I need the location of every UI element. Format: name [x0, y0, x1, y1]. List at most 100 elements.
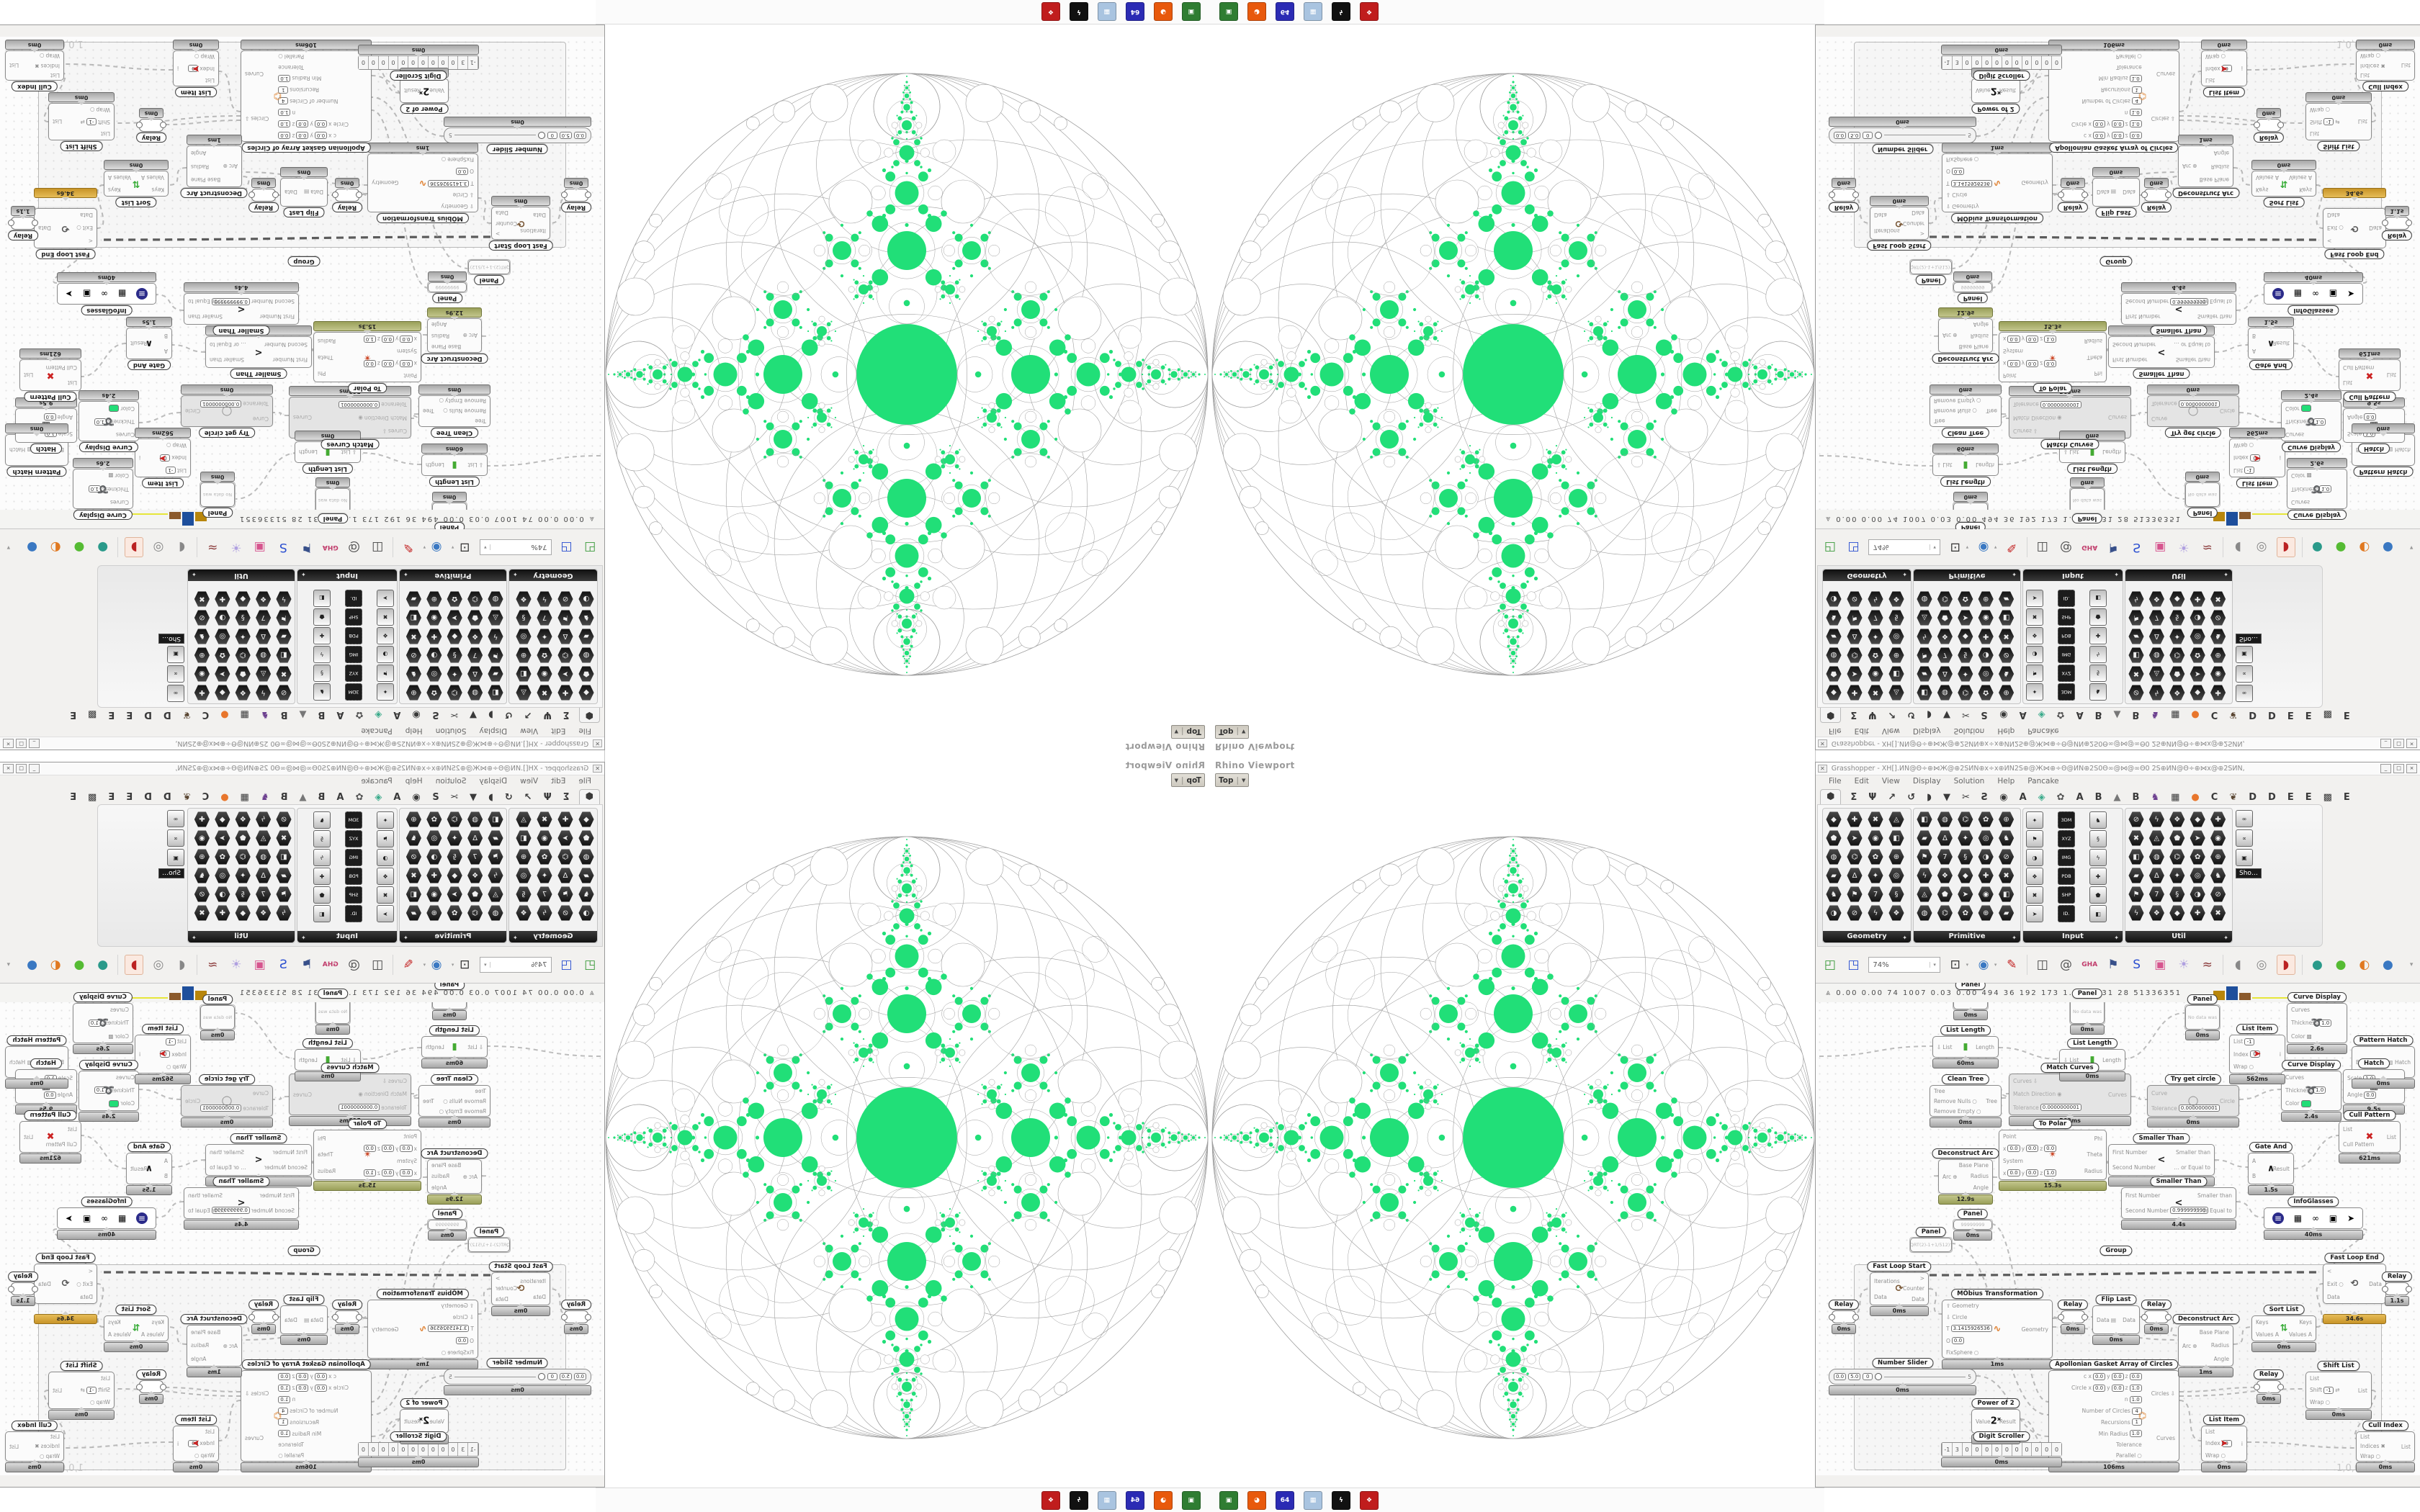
component-tab-23[interactable]: D: [2268, 709, 2276, 720]
node-infoglasses[interactable]: InfoGlasses ≡ ▦ ∞ ▣ ➤ 40ms: [57, 272, 156, 315]
palette-icon[interactable]: ✚: [313, 627, 331, 644]
node-deconstruct-arc[interactable]: Deconstruct Arc Arc ⊕ Base Plane Radius Angle…: [2172, 1314, 2239, 1377]
popup-goggles-icon[interactable]: ▣: [2236, 646, 2253, 663]
digit-cell[interactable]: 3: [458, 56, 469, 69]
palette-icon[interactable]: ⊕: [516, 647, 532, 663]
close-button[interactable]: ×: [2406, 739, 2417, 748]
component-tab-25[interactable]: E: [108, 792, 115, 803]
palette-icon[interactable]: ⊕: [194, 647, 210, 663]
value-box[interactable]: 1.0: [278, 120, 291, 128]
palette-icon[interactable]: 7: [1937, 647, 1953, 663]
palette-icon[interactable]: ▰: [276, 629, 292, 644]
value-box[interactable]: -1: [86, 118, 97, 126]
chevron-down-icon[interactable]: ▾: [1966, 962, 1969, 968]
node-list-item[interactable]: List Item List Index 0 Wrap ○ i ➤ 0ms: [173, 40, 219, 97]
menu-help[interactable]: Help: [1997, 776, 2015, 786]
node-list-item[interactable]: List Item List -1 Index 0 Wrap ○ i ➤ 562ms: [2229, 1024, 2285, 1084]
palette-icon[interactable]: 3DM: [345, 683, 362, 701]
palette-icon[interactable]: ✖: [1999, 629, 2015, 644]
chevron-down-icon[interactable]: ▾: [423, 962, 426, 968]
node-panel[interactable]: Panel(SQRT(2)-1+1/512)^1: [1909, 259, 1953, 285]
node-relay[interactable]: Relay 0ms: [2057, 178, 2089, 212]
menu-edit[interactable]: Edit: [1854, 776, 1869, 786]
palette-icon[interactable]: ◬: [256, 666, 272, 682]
palette-panel-label[interactable]: Util ✦: [188, 931, 295, 942]
value-box[interactable]: 1.0: [2129, 1384, 2142, 1392]
palette-icon[interactable]: ⌬: [1847, 647, 1863, 663]
palette-icon[interactable]: ♞: [578, 886, 594, 902]
component-tab-27[interactable]: E: [70, 792, 77, 803]
palette-panel-label[interactable]: Input ✦: [297, 931, 397, 942]
more-arrow-icon[interactable]: ▾: [2409, 544, 2414, 551]
node-m-bius-transformation[interactable]: MÖbius Transformation ⇧ Geometry ⇩ Circle T 3.…: [367, 1289, 478, 1369]
palette-icon[interactable]: ⌬: [1937, 591, 1953, 607]
component-tab-25[interactable]: E: [2305, 709, 2312, 720]
node-smaller-than[interactable]: Smaller Than First Number Second Number 0.9…: [2121, 1176, 2236, 1230]
node-cull-pattern[interactable]: Cull Pattern List Cull Pattern List ✖ 621ms: [2339, 1110, 2401, 1164]
value-box[interactable]: 0.0: [296, 1372, 309, 1380]
palette-icon[interactable]: ⚑: [377, 830, 394, 847]
sphere-teal-icon[interactable]: ●: [2311, 540, 2323, 554]
node-number-slider[interactable]: Number Slider 0.0 5.0 0 5 0ms: [444, 117, 591, 154]
palette-icon[interactable]: ⚑: [2128, 610, 2144, 626]
palette-icon[interactable]: ϟ: [313, 849, 331, 866]
value-box[interactable]: 0.0000000001: [2178, 400, 2220, 408]
component-tab-4[interactable]: ↺: [504, 709, 513, 720]
node-infoglasses[interactable]: InfoGlasses ≡ ▦ ∞ ▣ ➤ 40ms: [2264, 272, 2363, 315]
palette-icon[interactable]: ⊕: [2210, 647, 2226, 663]
node-deconstruct-arc[interactable]: Deconstruct Arc Arc ⊕ Base Plane Radius Angle…: [1932, 307, 1999, 364]
palette-icon[interactable]: ⬟: [467, 886, 483, 902]
palette-icon[interactable]: ➤: [447, 610, 462, 626]
finder-icon[interactable]: S: [2133, 958, 2141, 972]
node-fast-loop-end[interactable]: Fast Loop End < Exit ○ Data Data ⟲ 34.6s: [2323, 188, 2386, 259]
palette-icon[interactable]: ✿: [1958, 591, 1973, 607]
menu-solution[interactable]: Solution: [1953, 726, 1985, 736]
palette-icon[interactable]: ◧: [1917, 685, 1932, 701]
palette-icon[interactable]: ◧: [516, 830, 532, 846]
palette-icon[interactable]: ⊕: [1999, 685, 2015, 701]
gh-canvas[interactable]: 1,0,0007 Panel2799320msList Length⇩ListL…: [0, 983, 604, 1475]
firefox-icon[interactable]: ◕: [1154, 1491, 1173, 1510]
component-tab-21[interactable]: ❦: [182, 792, 191, 803]
palette-icon[interactable]: ⊘: [405, 647, 421, 663]
component-tab-7[interactable]: ✂: [1961, 792, 1970, 803]
palette-icon[interactable]: ✚: [194, 811, 210, 827]
node-to-polar[interactable]: To Polar Point x 0.0 y 0.0 z 0.0 System x 0.0 y 0.0 z…: [313, 1119, 421, 1191]
palette-icon[interactable]: ID.: [345, 590, 362, 607]
digit-cell[interactable]: 0: [398, 1443, 409, 1456]
palette-panel-label[interactable]: Util ✦: [2125, 570, 2232, 581]
node-relay[interactable]: Relay 0ms: [2141, 178, 2172, 212]
canvas-zoom-select[interactable]: 74% ▾: [1868, 957, 1940, 973]
digit-cell[interactable]: 0: [2041, 56, 2052, 69]
digit-cell[interactable]: 0: [1991, 1443, 2002, 1456]
palette-icon[interactable]: ✖: [537, 685, 552, 701]
node-smaller-than[interactable]: Smaller Than First Number Second Number 0.9…: [184, 282, 299, 336]
palette-icon[interactable]: ◉: [2210, 830, 2226, 846]
palette-icon[interactable]: ♞: [2210, 629, 2226, 644]
component-tab-9[interactable]: ◉: [1999, 792, 2008, 803]
palette-icon[interactable]: SHP: [345, 886, 362, 904]
value-box[interactable]: 0.0: [296, 120, 309, 128]
value-box[interactable]: -1: [2244, 467, 2255, 474]
palette-icon[interactable]: ♞: [1826, 610, 1842, 626]
component-tab-24[interactable]: E: [2287, 792, 2294, 803]
node-fast-loop-start[interactable]: Fast Loop Start Iterations Data > Counter Dat…: [1867, 196, 1932, 251]
palette-icon[interactable]: ⊕: [405, 685, 421, 701]
sphere-blue-icon[interactable]: ●: [27, 540, 37, 554]
palette-icon[interactable]: ⚑: [276, 886, 292, 902]
node-smaller-than[interactable]: Smaller Than First Number Second Number Sma…: [205, 325, 312, 379]
palette-icon[interactable]: ◬: [256, 830, 272, 846]
palette-icon[interactable]: ◍: [256, 647, 272, 663]
node-smaller-than[interactable]: Smaller Than First Number Second Number 0.9…: [184, 1176, 299, 1230]
palette-icon[interactable]: ♞: [2210, 868, 2226, 883]
slider-value[interactable]: 0.0: [1834, 132, 1847, 139]
palette-icon[interactable]: ✿: [426, 811, 442, 827]
node-cull-pattern[interactable]: Cull Pattern List Cull Pattern List ✖ 621ms: [19, 348, 81, 402]
node-list-length[interactable]: List Length ⇩ List Length ▮ 60ms: [421, 444, 488, 487]
minimize-button[interactable]: _: [2380, 739, 2391, 748]
palette-icon[interactable]: ➤: [2190, 666, 2205, 682]
palette-icon[interactable]: ✚: [2210, 685, 2226, 701]
palette-icon[interactable]: ♞: [313, 683, 331, 701]
component-tab-9[interactable]: ◉: [412, 709, 421, 720]
menu-display[interactable]: Display: [1912, 776, 1941, 786]
